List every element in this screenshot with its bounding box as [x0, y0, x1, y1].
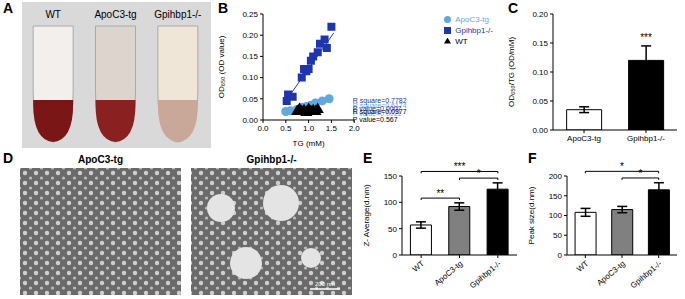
svg-text:***: *** [640, 32, 652, 43]
svg-text:Peak size(d.nm): Peak size(d.nm) [527, 186, 536, 244]
svg-text:**: ** [436, 188, 444, 199]
svg-text:0.25: 0.25 [242, 10, 258, 19]
html-text:E: E [363, 150, 373, 166]
html-text:D: D [3, 150, 14, 166]
svg-text:Z- Average(d.nm): Z- Average(d.nm) [362, 184, 371, 246]
svg-text:Gpihbp1-/-: Gpihbp1-/- [629, 259, 664, 290]
svg-text:50: 50 [553, 231, 562, 240]
svg-text:*: * [477, 168, 481, 179]
svg-text:ApoC3-tg: ApoC3-tg [595, 259, 627, 288]
svg-text:0: 0 [393, 251, 398, 260]
html-text:R square=0.6174: R square=0.6174 [352, 101, 407, 109]
svg-text:150: 150 [549, 192, 563, 201]
svg-text:ApoC3-tg: ApoC3-tg [78, 154, 123, 165]
svg-text:OD₆₅₀/TG (OD/mM): OD₆₅₀/TG (OD/mM) [507, 37, 516, 108]
html-text:A: A [3, 0, 14, 16]
svg-text:0.15: 0.15 [242, 52, 258, 61]
svg-text:Gpihbp1-/-: Gpihbp1-/- [468, 259, 503, 290]
svg-text:0.10: 0.10 [532, 68, 548, 77]
svg-text:0.5: 0.5 [280, 124, 292, 133]
svg-text:1.5: 1.5 [326, 124, 338, 133]
svg-text:ApoC3-tg: ApoC3-tg [433, 259, 465, 288]
svg-text:0.05: 0.05 [532, 97, 548, 106]
html-text:R square=0.0377: R square=0.0377 [352, 107, 407, 115]
svg-text:Gpihbp1-/-: Gpihbp1-/- [627, 134, 665, 143]
html-text:ApoC3-tg: ApoC3-tg [455, 15, 489, 24]
svg-text:200: 200 [549, 172, 563, 181]
html-text:P value=0.567: P value=0.567 [352, 115, 398, 123]
svg-text:WT: WT [45, 9, 61, 20]
svg-text:0: 0 [558, 251, 563, 260]
svg-text:100: 100 [549, 211, 563, 220]
svg-text:WT: WT [411, 259, 426, 274]
svg-text:*: * [620, 161, 624, 172]
svg-text:ApoC3-tg: ApoC3-tg [567, 134, 601, 143]
html-text:WT: WT [455, 37, 468, 46]
svg-text:0.00: 0.00 [242, 116, 258, 125]
svg-text:0.05: 0.05 [242, 95, 258, 104]
html-text:B: B [218, 0, 229, 16]
svg-text:200 nm: 200 nm [315, 281, 335, 287]
html-text:F: F [528, 150, 537, 166]
svg-text:***: *** [454, 161, 466, 172]
svg-text:ApoC3-tg: ApoC3-tg [94, 9, 136, 20]
html-text:C: C [508, 0, 519, 16]
svg-text:1.0: 1.0 [303, 124, 315, 133]
svg-text:Gpihbp1-/-: Gpihbp1-/- [247, 154, 297, 165]
svg-text:0.15: 0.15 [532, 39, 548, 48]
svg-text:TG (mM): TG (mM) [293, 139, 325, 148]
html-text:Gpihbp1-/-: Gpihbp1-/- [455, 26, 493, 35]
svg-text:0.00: 0.00 [532, 126, 548, 135]
svg-text:0.10: 0.10 [242, 73, 258, 82]
svg-text:2.0: 2.0 [349, 124, 361, 133]
svg-text:100: 100 [384, 198, 398, 207]
svg-text:WT: WT [575, 259, 590, 274]
svg-text:0.20: 0.20 [532, 10, 548, 19]
html-text:P value=0.0007: P value=0.0007 [352, 104, 402, 112]
html-text:P value=0.0021: P value=0.0021 [352, 109, 402, 117]
svg-text:50: 50 [388, 225, 397, 234]
svg-text:OD₆₅₀ (OD value): OD₆₅₀ (OD value) [217, 35, 226, 98]
html-text:R square=0.7782: R square=0.7782 [352, 96, 407, 104]
svg-text:*: * [638, 168, 642, 179]
svg-text:0.20: 0.20 [242, 31, 258, 40]
svg-text:Gpihbp1-/-: Gpihbp1-/- [154, 9, 201, 20]
svg-text:0.0: 0.0 [257, 124, 269, 133]
svg-text:150: 150 [384, 172, 398, 181]
